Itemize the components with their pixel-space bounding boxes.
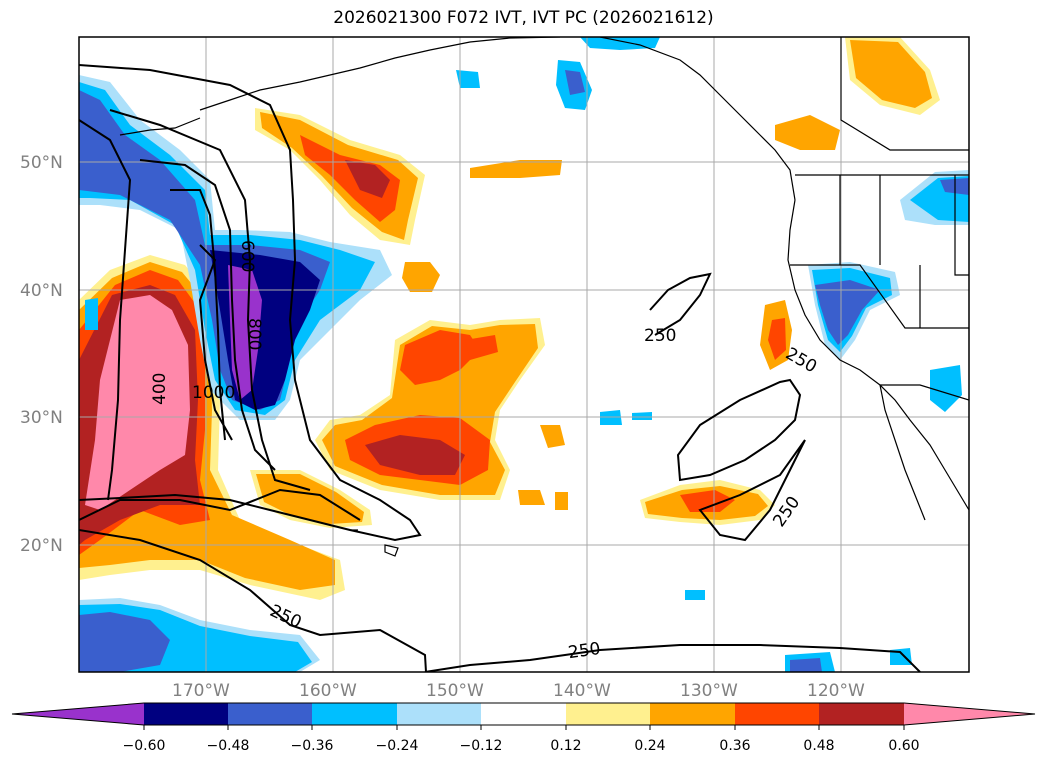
contour-label-400: 400 — [150, 373, 170, 405]
coastlines — [119, 37, 969, 557]
contour-label-1000: 1000 — [192, 383, 235, 403]
contour-250-south — [79, 529, 427, 672]
colorbar-tick-label: −0.12 — [460, 738, 503, 754]
contour-label-250-pacific: 250 — [644, 326, 676, 346]
contour-1000 — [170, 189, 226, 441]
colorbar-tick-label: −0.48 — [207, 738, 250, 754]
border-us-mexico — [880, 384, 969, 401]
negative-anomaly-blob-2 — [565, 70, 585, 95]
lon-label-150: 150°W — [426, 681, 484, 701]
negative-anomaly-blob-top — [580, 37, 660, 50]
colorbar-tick-label: 0.24 — [634, 738, 665, 754]
latitude-labels: 50°N 40°N 30°N 20°N — [20, 153, 63, 556]
contour-label-600: 600 — [237, 240, 257, 272]
coastline-west-us — [787, 199, 969, 511]
contour-800 — [139, 159, 276, 471]
lon-label-160: 160°W — [299, 681, 357, 701]
contour-inner — [198, 244, 233, 441]
coastline-baja — [879, 384, 926, 521]
colorbar-tick-label: −0.36 — [291, 738, 334, 754]
contour-600 — [109, 109, 311, 491]
positive-anomaly-north-048 — [300, 135, 400, 222]
colorbar-segment-6 — [566, 703, 650, 725]
gridlines — [79, 37, 969, 672]
contour-label-250-bottom: 250 — [567, 639, 602, 663]
colorbar-segment-10 — [904, 703, 1035, 725]
coastline-gulf-of-alaska — [599, 37, 796, 201]
lat-label-50: 50°N — [20, 153, 63, 173]
positive-anomaly-west-060 — [85, 295, 190, 510]
longitude-labels: 170°W 160°W 150°W 140°W 130°W 120°W — [172, 681, 865, 701]
colorbar-tick-label: 0.36 — [719, 738, 750, 754]
negative-anomaly-left — [85, 298, 98, 330]
colorbar-tick-label: 0.12 — [550, 738, 581, 754]
positive-anomaly-sw-024b — [256, 474, 364, 524]
positive-anomaly-blob-4 — [518, 490, 545, 505]
colorbar-segment-4 — [397, 703, 481, 725]
lon-label-120: 120°W — [807, 681, 865, 701]
lon-label-140: 140°W — [553, 681, 611, 701]
border-state-5 — [954, 175, 969, 276]
colorbar-segment-5 — [481, 703, 566, 725]
positive-anomaly-north-060 — [345, 160, 390, 198]
contour-250-east — [676, 378, 802, 482]
colorbar-segment-3 — [312, 703, 397, 725]
colorbar-tick-label: −0.60 — [123, 738, 166, 754]
lat-label-40: 40°N — [20, 281, 63, 301]
negative-anomaly-mid2 — [632, 412, 652, 420]
positive-anomaly-east-036 — [680, 490, 735, 512]
colorbar-segment-0 — [12, 703, 144, 725]
lon-label-130: 130°W — [680, 681, 738, 701]
positive-anomaly-central-048 — [365, 435, 465, 475]
colorbar-segment-1 — [144, 703, 228, 725]
lat-label-20: 20°N — [20, 536, 63, 556]
contour-250-east-2 — [698, 439, 806, 542]
coastline-alaska — [199, 37, 561, 111]
positive-anomaly-blob-3 — [540, 425, 565, 448]
negative-anomaly-blob-3 — [456, 70, 480, 88]
hawaii-1 — [384, 544, 399, 557]
negative-anomaly-baja — [930, 365, 962, 412]
positive-anomaly-ne-2 — [850, 40, 932, 108]
positive-anomaly-east-ca-036 — [768, 318, 786, 360]
positive-anomaly-blob-5 — [555, 492, 568, 510]
contour-250-bottom — [424, 644, 921, 672]
colorbar-tick-label: 0.48 — [803, 738, 834, 754]
border-state-1 — [790, 264, 969, 329]
coastline-aleutians — [119, 117, 201, 136]
colorbar-segment-2 — [228, 703, 312, 725]
colorbar-ticks — [143, 725, 905, 730]
negative-anomaly-s2 — [890, 648, 912, 665]
border-canada-provinces — [840, 37, 969, 151]
positive-anomaly-ne-3 — [775, 115, 840, 150]
contour-400 — [79, 119, 132, 501]
plot-title: 2026021300 F072 IVT, IVT PC (2026021612) — [333, 8, 714, 28]
negative-anomaly-mid3 — [685, 590, 705, 600]
contour-250-sw-lower — [79, 488, 361, 521]
lat-label-30: 30°N — [20, 408, 63, 428]
ivt-contours — [79, 64, 921, 672]
colorbar-segment-8 — [735, 703, 819, 725]
colorbar-tick-label: −0.24 — [376, 738, 419, 754]
lon-label-170: 170°W — [172, 681, 230, 701]
positive-anomaly-central-small — [465, 335, 498, 360]
positive-anomaly-blob-2 — [470, 160, 562, 178]
colorbar-segment-7 — [650, 703, 735, 725]
colorbar-tick-label: 0.60 — [888, 738, 919, 754]
colorbar-segment-9 — [819, 703, 904, 725]
positive-anomaly-blob-1 — [402, 262, 440, 292]
contour-label-800: 800 — [244, 318, 264, 350]
contour-250-pacific — [649, 272, 712, 336]
colorbar: −0.60 −0.48 −0.36 −0.24 −0.12 0.12 0.24 … — [11, 702, 1036, 754]
negative-anomaly-sw-036 — [79, 612, 170, 672]
contour-250-main — [79, 64, 422, 542]
negative-anomaly-ca-036 — [815, 280, 880, 345]
negative-anomaly-s-036 — [790, 658, 822, 672]
map-frame — [78, 36, 970, 673]
